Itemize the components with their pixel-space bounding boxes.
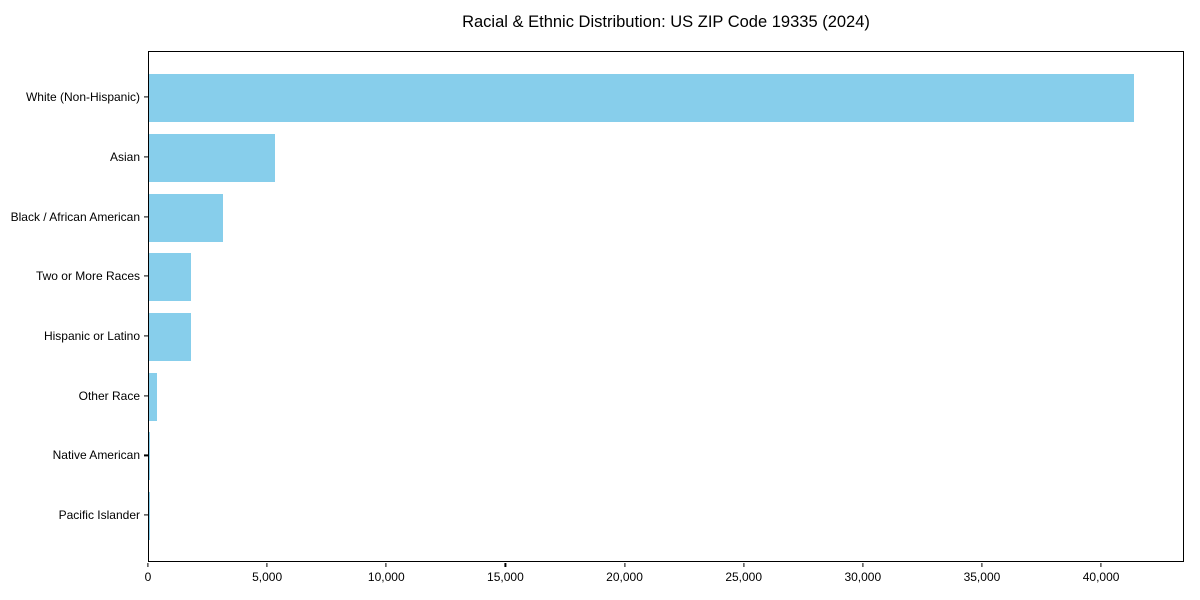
bar-native-american <box>149 432 150 481</box>
bar-row <box>149 188 1183 248</box>
y-tick-label: Other Race <box>78 388 140 403</box>
y-tick-label: Native American <box>52 448 140 463</box>
y-tick-mark <box>144 454 148 456</box>
bar-white-non-hispanic <box>149 74 1134 123</box>
x-tick-label: 20,000 <box>606 570 643 584</box>
x-tick-mark <box>504 563 506 567</box>
chart-title: Racial & Ethnic Distribution: US ZIP Cod… <box>462 13 870 31</box>
x-tick-label: 30,000 <box>844 570 882 584</box>
x-tick-mark <box>981 563 983 567</box>
y-tick-label: White (Non-Hispanic) <box>25 90 140 105</box>
x-tick-mark <box>743 563 745 567</box>
y-tick-mark <box>144 514 148 516</box>
x-tick-mark <box>1100 563 1102 567</box>
x-axis: 0 5,000 10,000 15,000 20,000 25,000 30,000 35,0… <box>144 563 1184 593</box>
y-tick-label: Black / African American <box>10 209 140 224</box>
y-tick-label: Hispanic or Latino <box>43 328 140 343</box>
bar-row <box>149 486 1183 546</box>
x-tick-mark <box>147 563 149 567</box>
x-tick-mark <box>623 563 626 567</box>
x-tick-label: 40,000 <box>1082 570 1120 584</box>
bar-row <box>149 307 1183 367</box>
x-tick-mark <box>266 563 268 567</box>
bar-row <box>149 367 1183 427</box>
y-tick-mark <box>144 156 148 158</box>
y-axis-ticks <box>144 51 148 562</box>
x-tick-label: 5,000 <box>252 570 283 584</box>
y-tick-mark <box>144 215 148 218</box>
bar-two-or-more-races <box>149 253 192 302</box>
x-tick-label: 35,000 <box>963 570 1001 584</box>
y-axis-labels: White (Non-Hispanic) Asian Black / African… <box>0 51 140 562</box>
x-tick-label: 10,000 <box>367 570 405 584</box>
y-tick-label: Two or More Races <box>35 269 140 284</box>
x-tick-mark <box>385 563 387 567</box>
plot-area <box>148 51 1184 562</box>
y-tick-label: Pacific Islander <box>58 508 140 523</box>
x-tick-label: 0 <box>144 570 152 584</box>
bar-asian <box>149 133 276 182</box>
bar-row <box>149 68 1183 128</box>
bar-hispanic-or-latino <box>149 312 191 361</box>
bar-row <box>149 128 1183 188</box>
y-tick-mark <box>144 275 148 277</box>
bar-row <box>149 427 1183 487</box>
y-tick-mark <box>144 395 148 397</box>
x-tick-label: 25,000 <box>725 570 763 584</box>
y-tick-mark <box>144 96 148 98</box>
bar-black-african-american <box>149 193 223 242</box>
x-tick-mark <box>862 563 864 567</box>
y-tick-mark <box>144 335 148 337</box>
x-tick-label: 15,000 <box>487 570 524 584</box>
bar-row <box>149 247 1183 307</box>
bars-container <box>149 52 1183 546</box>
y-tick-label: Asian <box>109 149 140 164</box>
bar-other-race <box>149 372 158 421</box>
